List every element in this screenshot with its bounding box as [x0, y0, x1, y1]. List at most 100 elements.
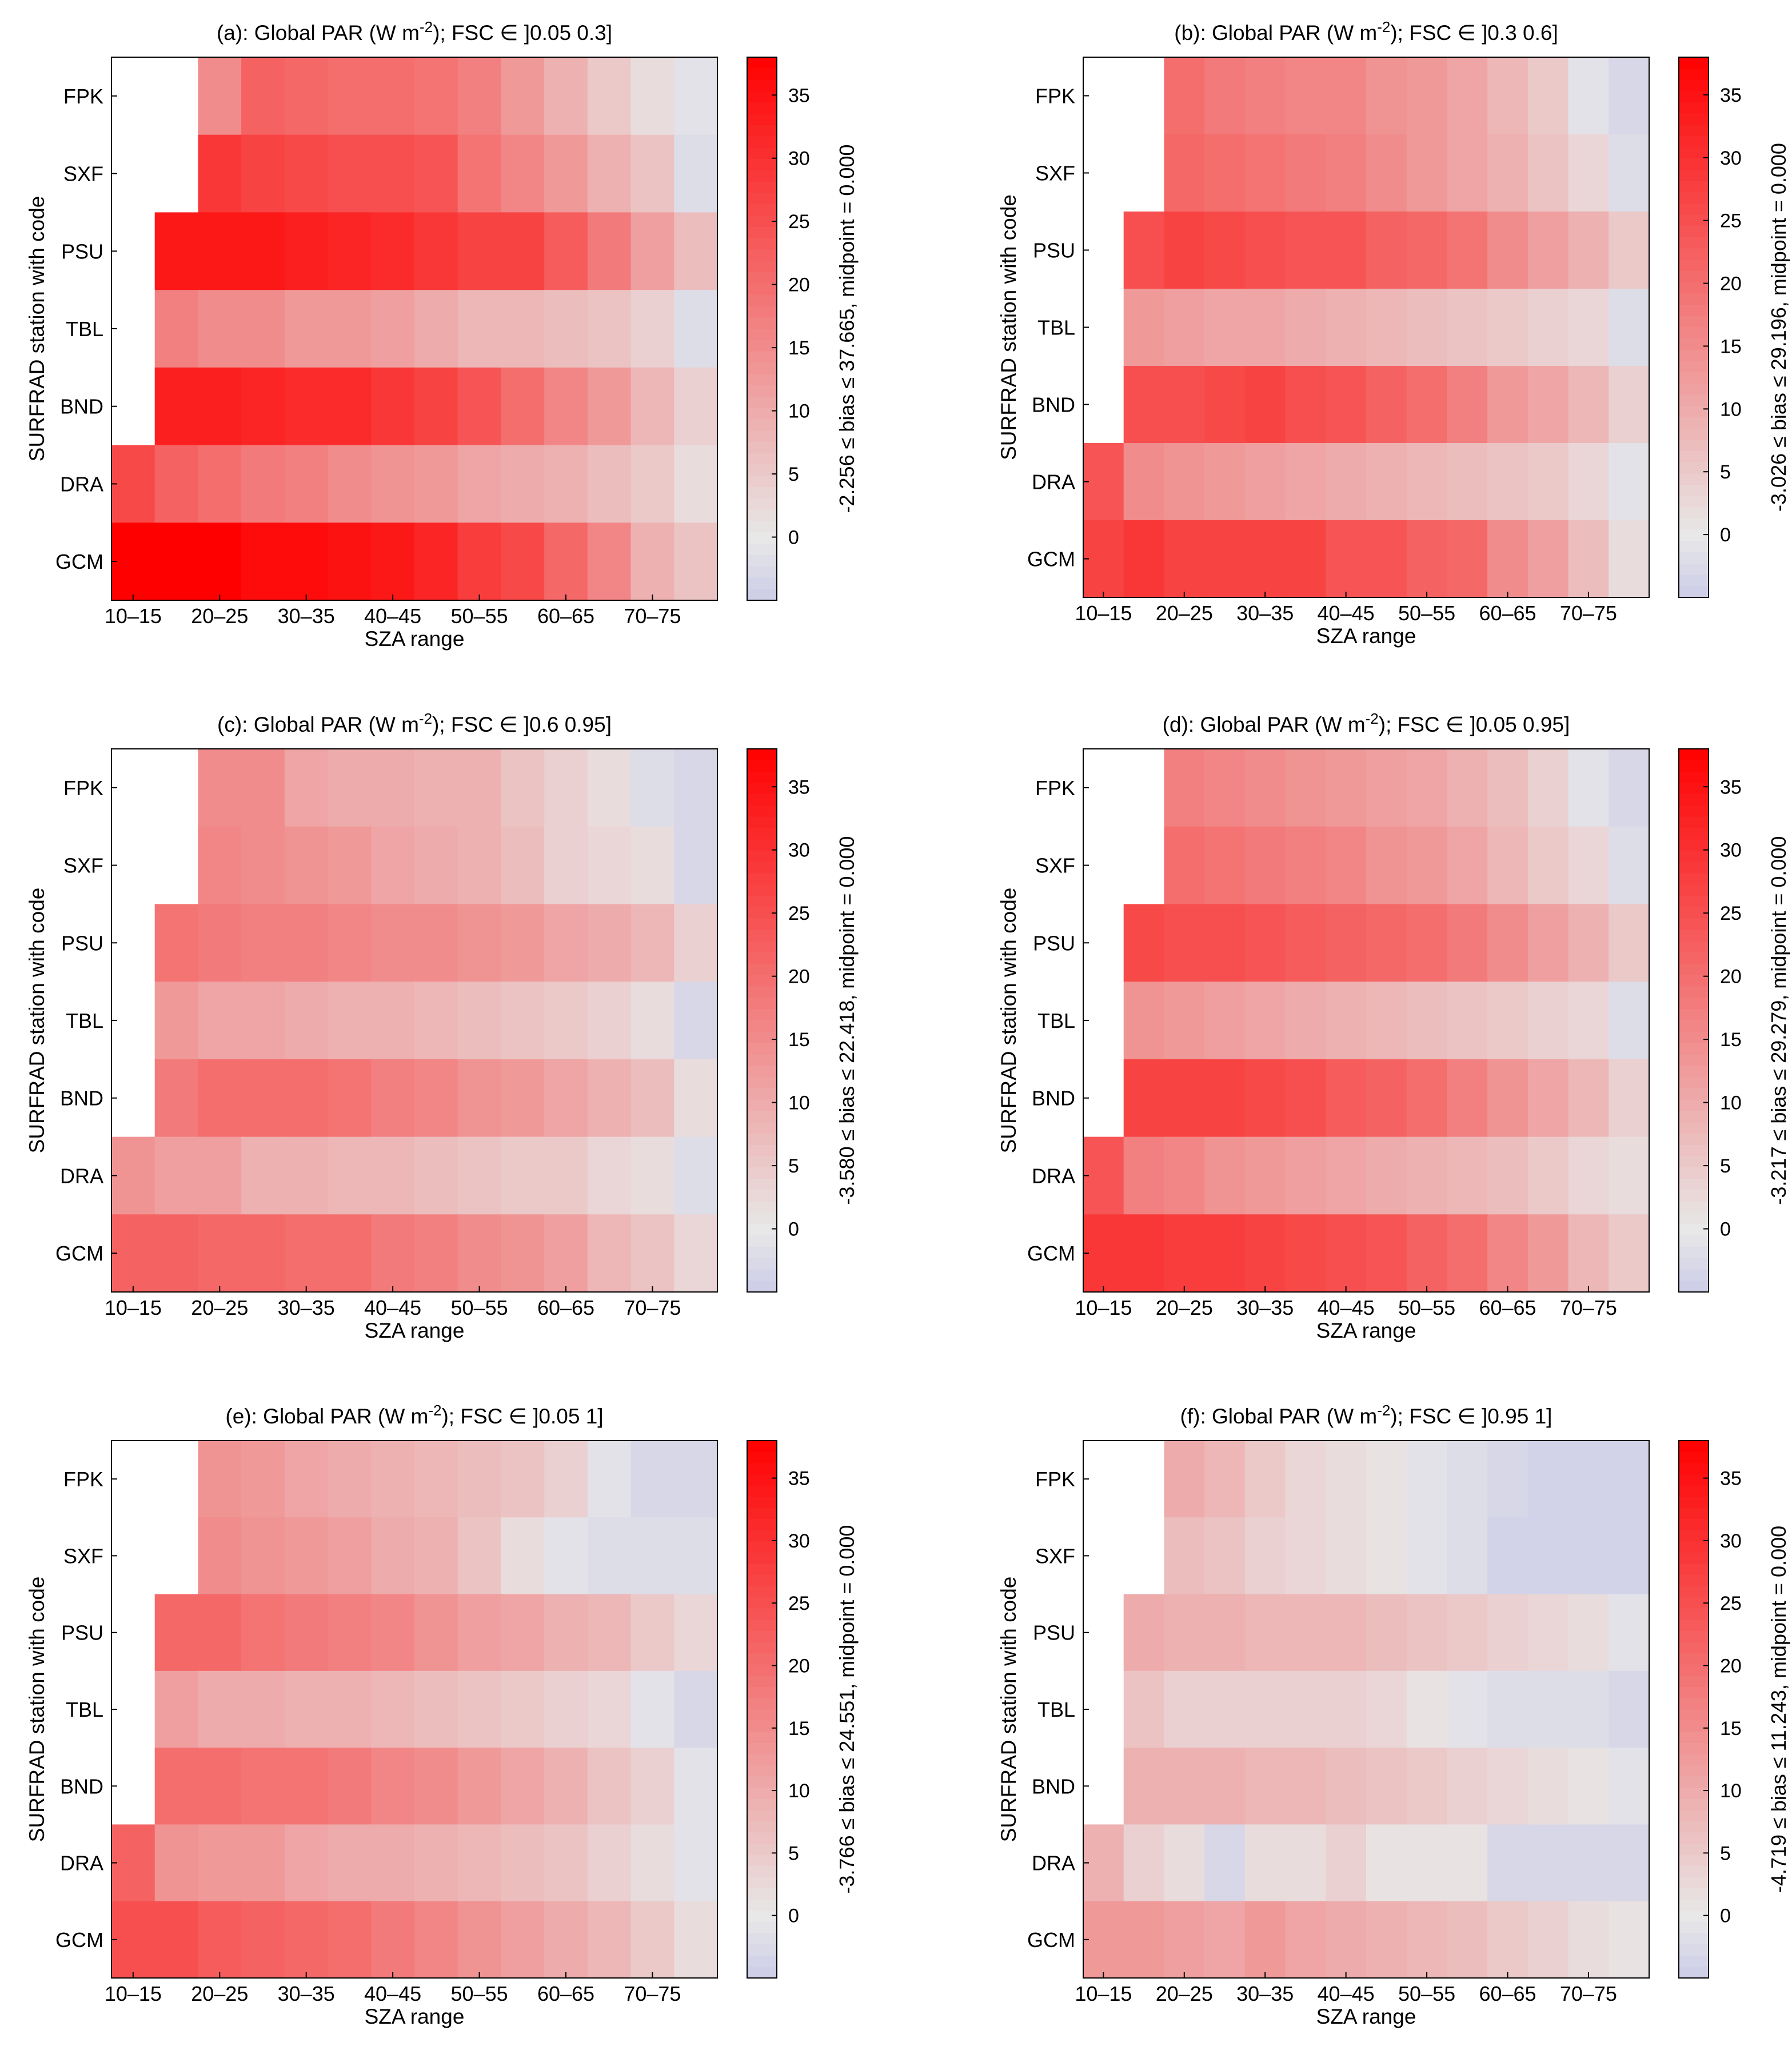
heatmap-cell [1406, 212, 1448, 289]
colorbar-swatch [747, 521, 777, 533]
heatmap-cell [1568, 366, 1609, 444]
heatmap-cell [1609, 1901, 1650, 1979]
panel-title: (d): Global PAR (W m-2); FSC ∈ ]0.05 0.9… [1163, 710, 1570, 736]
colorbar-tick-label: 20 [788, 966, 810, 988]
colorbar-swatch [1679, 1911, 1709, 1923]
station-label: BND [1032, 1774, 1075, 1798]
colorbar-swatch [1679, 586, 1709, 598]
heatmap-cell [1447, 1901, 1488, 1979]
heatmap-cell [1447, 1059, 1488, 1138]
heatmap-cell [1204, 1214, 1246, 1293]
heatmap-cell [630, 904, 675, 982]
heatmap-cell [1568, 982, 1609, 1060]
colorbar-swatch [1679, 485, 1709, 497]
colorbar-swatch [1679, 473, 1709, 485]
heatmap-cell [1447, 289, 1488, 366]
colorbar-swatch [1679, 214, 1709, 226]
heatmap-cell [284, 523, 329, 601]
station-label: TBL [1037, 1698, 1075, 1721]
station-label: PSU [61, 240, 103, 263]
colorbar-tick-label: 20 [1720, 966, 1742, 988]
heatmap-cell [1527, 1594, 1569, 1672]
title-text: (e): Global PAR (W m [225, 1405, 428, 1428]
heatmap-cell [587, 1059, 632, 1138]
heatmap-cell [1527, 1059, 1569, 1138]
heatmap-cell [457, 1059, 502, 1138]
heatmap-cell [457, 1441, 502, 1518]
x-tick-label: 30–35 [278, 1296, 335, 1319]
colorbar-swatch [1679, 816, 1709, 829]
x-tick-label: 50–55 [1398, 1296, 1455, 1319]
colorbar-swatch [1679, 248, 1709, 260]
colorbar-swatch [747, 476, 777, 488]
colorbar-swatch [747, 1642, 777, 1654]
heatmap-cell [544, 290, 588, 368]
heatmap-cell [371, 749, 415, 827]
heatmap-cell [587, 212, 632, 290]
heatmap-cell [501, 290, 545, 368]
heatmap-cell [1406, 1748, 1448, 1825]
heatmap-cell [501, 749, 545, 827]
colorbar-swatch [1679, 1810, 1709, 1822]
colorbar-swatch [1679, 1031, 1709, 1044]
colorbar-swatch [1679, 1798, 1709, 1810]
heatmap-cell [1366, 1136, 1407, 1215]
colorbar-swatch [1679, 1832, 1709, 1844]
heatmap-cell [371, 1136, 415, 1215]
heatmap-cell [1568, 1594, 1609, 1672]
colorbar-tick-label: 0 [1720, 1219, 1731, 1241]
heatmap-cell [457, 134, 502, 213]
title-text-end: ); FSC ∈ ]0.95 1] [1390, 1405, 1552, 1428]
title-text-end: ); FSC ∈ ]0.05 0.95] [1379, 713, 1570, 736]
colorbar-swatch [1679, 873, 1709, 886]
x-tick-label: 30–35 [278, 1982, 335, 2005]
heatmap-cell [1326, 1517, 1367, 1595]
heatmap-cell [1609, 904, 1650, 982]
heatmap-cell [1406, 1901, 1448, 1979]
heatmap-cell [371, 1059, 415, 1138]
heatmap-cell [1123, 134, 1165, 212]
colorbar-swatch [747, 1944, 777, 1956]
heatmap-cell [241, 57, 285, 135]
x-tick-label: 20–25 [1156, 1982, 1213, 2005]
x-tick-label: 30–35 [1236, 1982, 1294, 2005]
x-tick-label: 20–25 [1156, 1296, 1213, 1319]
heatmap-cell [457, 212, 502, 290]
colorbar-tick-label: 20 [1720, 273, 1742, 295]
colorbar-swatch [747, 1653, 777, 1665]
heatmap-cell [1406, 1517, 1448, 1595]
heatmap-cell [111, 982, 155, 1060]
colorbar-swatch [1679, 1235, 1709, 1247]
heatmap-cell [1609, 366, 1650, 444]
x-tick-label: 30–35 [278, 604, 335, 628]
heatmap-cell [284, 826, 329, 905]
heatmap-cell [674, 1441, 718, 1518]
heatmap-cell [1527, 1748, 1569, 1825]
colorbar-swatch [1679, 316, 1709, 328]
heatmap-cell [1083, 212, 1124, 289]
heatmap-cell [544, 212, 588, 290]
heatmap-cell [371, 1594, 415, 1672]
title-text-end: ); FSC ∈ ]0.3 0.6] [1390, 21, 1558, 45]
colorbar-swatch [747, 509, 777, 522]
x-tick-label: 70–75 [624, 1296, 681, 1319]
heatmap-cell [1083, 1441, 1124, 1518]
heatmap-cell [1123, 289, 1165, 366]
colorbar-swatch [1679, 293, 1709, 305]
heatmap-cell [198, 1136, 242, 1215]
heatmap-cell [1083, 982, 1124, 1060]
heatmap-cell [1366, 1594, 1407, 1672]
colorbar-swatch [747, 1844, 777, 1856]
heatmap-cell [501, 826, 545, 905]
colorbar-swatch [747, 975, 777, 987]
colorbar-tick-label: 30 [788, 840, 810, 862]
heatmap-cell [501, 1214, 545, 1293]
heatmap-cell [414, 749, 458, 827]
colorbar-tick-label: 5 [1720, 1155, 1731, 1177]
heatmap-cell [501, 904, 545, 982]
heatmap-cell [1123, 520, 1165, 598]
colorbar-swatch [747, 1686, 777, 1699]
colorbar-swatch [1679, 941, 1709, 953]
heatmap-cell [1568, 1670, 1609, 1748]
heatmap-cell [198, 445, 242, 523]
